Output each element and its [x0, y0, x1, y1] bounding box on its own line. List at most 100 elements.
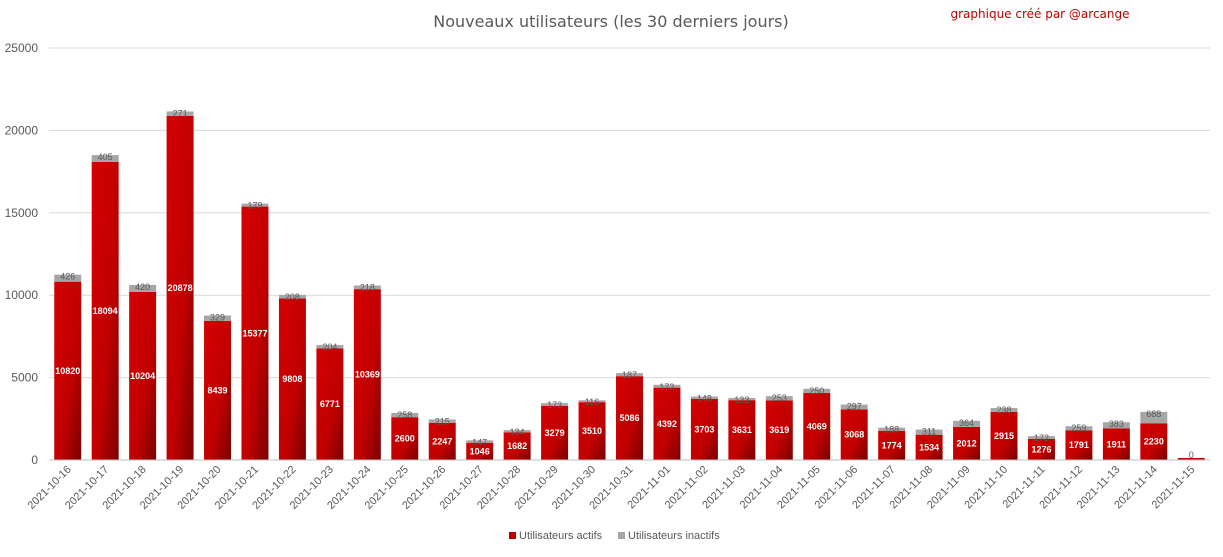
data-label-active: 8439 [208, 385, 228, 395]
data-label-active: 3068 [844, 430, 864, 440]
bar-inactive [241, 203, 269, 207]
bar-inactive [728, 397, 756, 401]
bar-active [316, 348, 344, 460]
data-labels: 10820 426 18094 405 10204 420 20878 271 8439 329 1… [55, 108, 1194, 460]
bar-inactive [1140, 411, 1168, 424]
data-label-active: 4392 [657, 419, 677, 429]
bar-active [241, 206, 269, 460]
y-tick-label: 20000 [5, 123, 39, 137]
data-label-inactive: 253 [772, 393, 787, 403]
data-label-active: 5086 [619, 413, 639, 423]
y-tick-label: 25000 [5, 41, 39, 55]
data-label-active: 4069 [807, 421, 827, 431]
data-label-inactive: 218 [360, 283, 375, 293]
data-label-active: 18094 [93, 306, 118, 316]
chart-title: Nouveaux utilisateurs (les 30 derniers j… [433, 12, 789, 31]
data-label-inactive: 208 [285, 292, 300, 302]
bar-active [578, 402, 606, 460]
bar-active [840, 409, 868, 460]
bar-inactive [990, 408, 1018, 412]
data-label-active: 1774 [882, 440, 902, 450]
data-label-active: 2230 [1144, 437, 1164, 447]
bar-active [1140, 423, 1168, 460]
bar-inactive [765, 396, 793, 401]
bar-active [353, 289, 381, 460]
bar-inactive [166, 111, 194, 116]
data-label-inactive: 238 [997, 405, 1012, 415]
bar-active [503, 432, 531, 460]
bar-inactive [353, 285, 381, 290]
data-label-inactive: 311 [922, 427, 936, 437]
bar-active [915, 434, 943, 460]
bar-active [166, 115, 194, 461]
data-label-active: 3631 [732, 425, 752, 435]
data-label-inactive: 147 [472, 437, 487, 447]
data-label-active: 3510 [582, 426, 602, 436]
data-label-active: 1682 [507, 441, 527, 451]
data-label-inactive: 258 [397, 410, 412, 420]
data-label-active: 1534 [919, 442, 939, 452]
data-label-active: 1791 [1069, 440, 1089, 450]
bar-inactive [91, 155, 119, 162]
bar-inactive [316, 345, 344, 349]
bar-active [541, 405, 569, 460]
chart-credit: graphique créé par @arcange [950, 7, 1129, 21]
legend-swatch [509, 532, 516, 539]
bar-active [278, 298, 306, 460]
bar-active [466, 442, 494, 460]
data-label-inactive: 204 [322, 342, 337, 352]
y-tick-label: 15000 [5, 206, 39, 220]
data-label-inactive: 134 [510, 427, 525, 437]
bar-active [803, 392, 831, 460]
data-label-active: 1911 [1107, 439, 1127, 449]
bar-inactive [803, 388, 831, 393]
bar-active [1027, 438, 1055, 460]
data-label-inactive: 148 [697, 394, 712, 404]
data-label-inactive: 688 [1146, 409, 1161, 419]
data-label-active: 2247 [432, 436, 452, 446]
bar-inactive [1027, 436, 1055, 439]
bar-active [204, 320, 232, 460]
bar-active [54, 281, 82, 460]
data-label-inactive: 329 [210, 313, 225, 323]
bar-inactive [54, 274, 82, 282]
bar-inactive [204, 315, 232, 321]
data-label-active: 10204 [130, 371, 155, 381]
bar-inactive [653, 384, 681, 388]
data-label-inactive: 172 [1034, 433, 1049, 443]
data-label-active: 2012 [957, 438, 977, 448]
data-label-active: 20878 [168, 283, 193, 293]
data-label-active: 9808 [282, 374, 302, 384]
data-label-active: 6771 [320, 399, 340, 409]
data-label-inactive: 0 [1189, 450, 1194, 460]
y-axis: 0 5000 10000 15000 20000 25000 [5, 41, 1210, 467]
bar-active [391, 417, 419, 460]
data-label-inactive: 188 [884, 425, 899, 435]
bar-inactive [915, 429, 943, 435]
bar-inactive [578, 400, 606, 403]
legend-swatch [618, 532, 625, 539]
data-label-inactive: 173 [547, 400, 562, 410]
data-label-inactive: 179 [247, 201, 262, 211]
bar-active [653, 387, 681, 460]
bar-inactive [428, 419, 456, 423]
data-label-active: 1046 [470, 446, 490, 456]
bars [54, 111, 1205, 461]
bar-active [129, 291, 157, 460]
bar-active [878, 430, 906, 460]
bar-inactive [466, 440, 494, 443]
bar-inactive [129, 284, 157, 292]
bar-inactive [278, 294, 306, 299]
data-label-inactive: 364 [959, 418, 974, 428]
bar-inactive [953, 420, 981, 427]
bar-inactive [878, 427, 906, 431]
bar-active [428, 422, 456, 460]
data-label-active: 3279 [545, 428, 565, 438]
data-label-active: 2600 [395, 434, 415, 444]
bar-inactive [541, 403, 569, 406]
data-label-inactive: 297 [847, 402, 862, 412]
data-label-inactive: 405 [98, 152, 113, 162]
